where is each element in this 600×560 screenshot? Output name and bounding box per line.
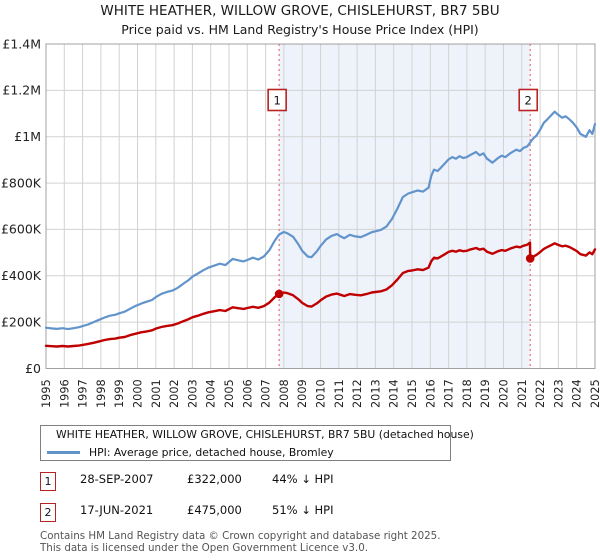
footer-licence: Contains HM Land Registry data © Crown c…: [40, 530, 441, 554]
x-tick-label: 2000: [132, 379, 145, 408]
hpi-line: [44, 110, 597, 331]
sale-price: £475,000: [187, 503, 242, 517]
y-tick-label: £0: [25, 361, 41, 376]
x-tick-label: 1996: [58, 379, 71, 408]
x-tick-label: 2019: [479, 379, 492, 408]
legend-hpi-label: HPI: Average price, detached house, Brom…: [89, 445, 334, 459]
x-tick-label: 2016: [424, 379, 437, 408]
x-tick-label: 2017: [443, 379, 456, 408]
price-history-chart: 1 2 £0 £200K £400K £600K £800K £1M £1.2M £1.4M 199…: [1, 36, 600, 408]
footer-licence-line: This data is licensed under the Open Gov…: [40, 541, 369, 554]
sale-point-dot: [274, 289, 284, 299]
sale-hpi-difference: 44% ↓ HPI: [272, 472, 334, 486]
x-tick-label: 2025: [589, 379, 600, 408]
x-tick-label: 2022: [534, 379, 547, 408]
sale-row-2: 2 17-JUN-2021 £475,000 51% ↓ HPI: [0, 503, 600, 522]
y-tick-label: £600K: [1, 222, 42, 237]
sale-marker-box: [267, 88, 287, 112]
legend-property-label: WHITE HEATHER, WILLOW GROVE, CHISLEHURST…: [56, 427, 474, 441]
x-tick-label: 2003: [186, 379, 199, 408]
x-tick-label: 2021: [516, 379, 529, 408]
x-tick-label: 2014: [388, 379, 401, 408]
x-tick-label: 1998: [95, 379, 108, 408]
chart-title: WHITE HEATHER, WILLOW GROVE, CHISLEHURST…: [100, 3, 500, 19]
x-tick-label: 2018: [461, 379, 474, 408]
sale-date: 28-SEP-2007: [80, 472, 154, 486]
x-tick-label: 2013: [369, 379, 382, 408]
x-tick-label: 2002: [168, 379, 181, 408]
x-tick-label: 1995: [40, 379, 53, 408]
x-tick-label: 2007: [260, 379, 273, 408]
footer-copyright-line: Contains HM Land Registry data © Crown c…: [40, 530, 441, 542]
y-tick-label: £1.4M: [2, 36, 41, 51]
y-tick-label: £1M: [14, 129, 41, 144]
legend-item-hpi: HPI: Average price, detached house, Brom…: [47, 444, 450, 460]
chart-subtitle: Price paid vs. HM Land Registry's House …: [121, 22, 479, 37]
x-tick-label: 2009: [296, 379, 309, 408]
property-price-line: [44, 241, 597, 348]
x-tick-label: 2001: [150, 379, 163, 408]
x-tick-label: 1997: [77, 379, 90, 408]
plot-border: [45, 43, 596, 369]
y-tick-label: £1.2M: [2, 83, 41, 98]
x-tick-label: 2006: [241, 379, 254, 408]
y-tick-label: £200K: [1, 314, 42, 329]
x-tick-label: 2011: [333, 379, 346, 408]
sale-date: 17-JUN-2021: [80, 503, 154, 517]
y-tick-label: £400K: [1, 268, 42, 283]
legend-item-property: WHITE HEATHER, WILLOW GROVE, CHISLEHURST…: [47, 426, 474, 442]
sale-marker-number: 2: [525, 94, 532, 108]
x-tick-label: 1999: [113, 379, 126, 408]
x-tick-label: 2020: [498, 379, 511, 408]
y-tick-label: £800K: [1, 175, 42, 190]
between-sales-shade: [279, 44, 531, 369]
sale-marker-number: 1: [273, 94, 280, 108]
sale-marker-box: [518, 88, 539, 112]
sale-number-badge: 1: [40, 472, 56, 491]
hpi-line-swatch: [47, 450, 80, 454]
x-tick-label: 2015: [406, 379, 419, 408]
sale-hpi-difference: 51% ↓ HPI: [272, 503, 334, 517]
x-tick-label: 2010: [315, 379, 328, 408]
x-tick-label: 2023: [552, 379, 565, 408]
x-tick-label: 2004: [205, 379, 218, 408]
sale-number-badge: 2: [40, 503, 56, 522]
sale-row-1: 1 28-SEP-2007 £322,000 44% ↓ HPI: [0, 472, 600, 491]
legend: WHITE HEATHER, WILLOW GROVE, CHISLEHURST…: [40, 425, 474, 461]
x-tick-label: 2012: [351, 379, 364, 408]
x-tick-label: 2005: [223, 379, 236, 408]
x-tick-label: 2024: [571, 379, 584, 408]
x-tick-label: 2008: [278, 379, 291, 408]
sale-point-dot: [525, 254, 535, 263]
sale-price: £322,000: [187, 472, 242, 486]
